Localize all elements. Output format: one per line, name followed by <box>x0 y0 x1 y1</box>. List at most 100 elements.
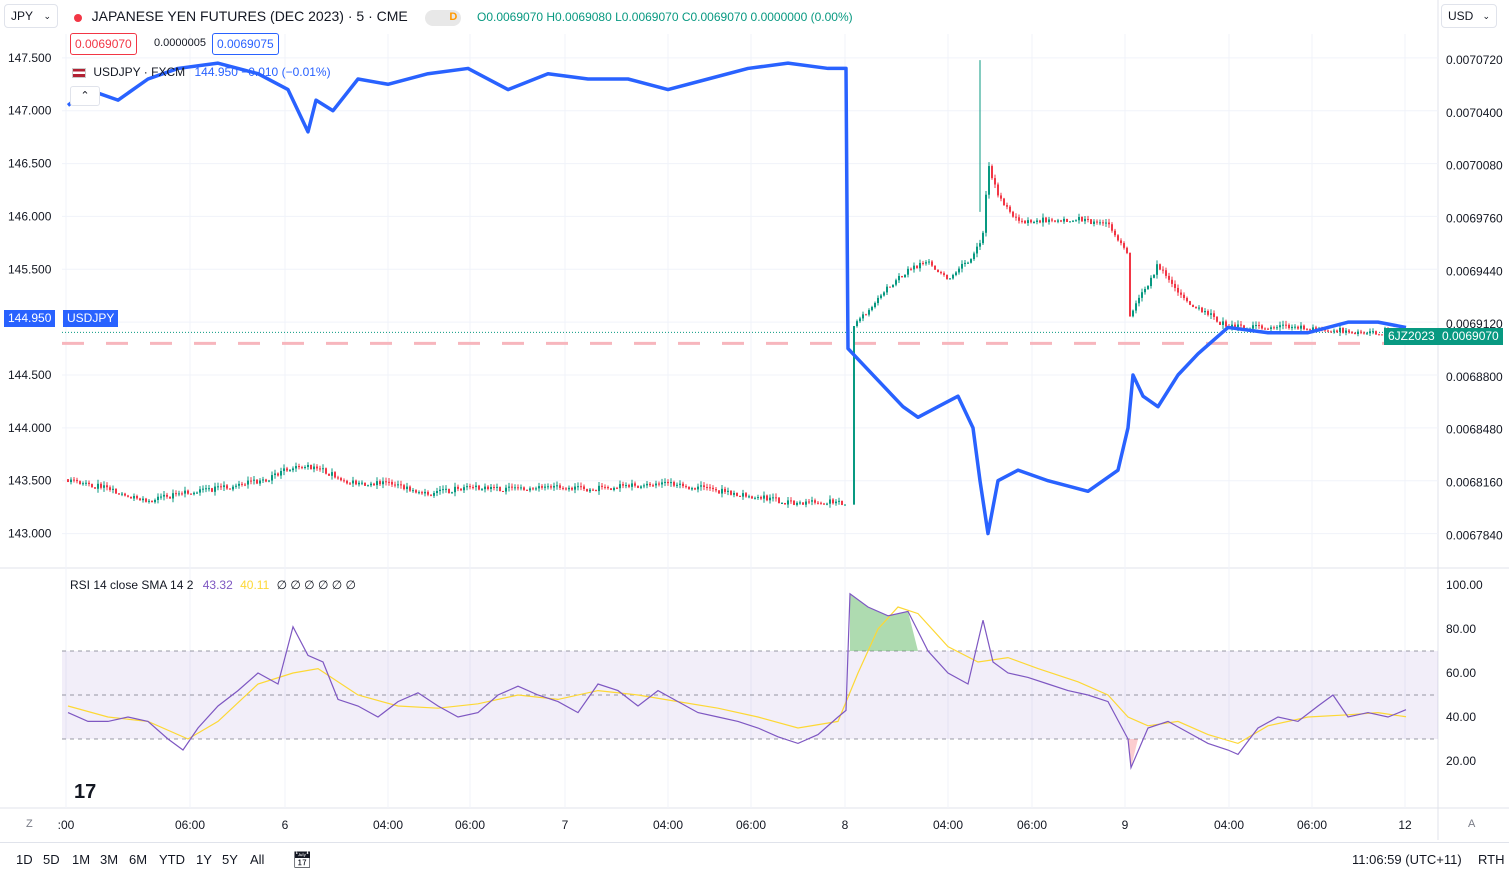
chart-legend: JAPANESE YEN FUTURES (DEC 2023) · 5 · CM… <box>74 8 853 26</box>
candle-body <box>970 259 972 263</box>
rsi-value: 43.32 <box>202 578 233 592</box>
candle-body <box>562 487 564 489</box>
candle-body <box>280 471 282 476</box>
candle-body <box>1060 220 1062 222</box>
candle-body <box>1030 220 1032 223</box>
candle-body <box>730 490 732 495</box>
candle-body <box>496 486 498 488</box>
candle-body <box>937 269 939 273</box>
overlay-legend: USDJPY · FXCM 144.950 −0.010 (−0.01%) <box>72 65 331 79</box>
candle-body <box>1093 221 1095 224</box>
candle-body <box>1018 217 1020 221</box>
range-button-3m[interactable]: 3M <box>100 852 119 867</box>
candle-body <box>1312 327 1314 331</box>
candle-body <box>985 194 987 233</box>
candle-body <box>157 496 159 500</box>
candle-body <box>85 482 87 484</box>
range-button-5y[interactable]: 5Y <box>222 852 238 867</box>
left-axis-tick: 147.000 <box>8 104 52 118</box>
candle-body <box>1192 304 1194 308</box>
candle-body <box>121 493 123 495</box>
candle-body <box>1180 292 1182 295</box>
candle-body <box>892 284 894 288</box>
calendar-range-icon[interactable]: 📅︎ <box>292 852 313 869</box>
currency-button[interactable]: USD ⌄ <box>1441 4 1497 28</box>
candle-body <box>1282 324 1284 326</box>
candle-body <box>1036 220 1038 223</box>
candle-body <box>1252 325 1254 329</box>
candle-body <box>811 500 813 502</box>
candle-body <box>775 497 777 499</box>
time-axis-label: 6 <box>282 818 289 832</box>
tradingview-logo: 17 <box>74 781 97 803</box>
candle-body <box>1132 310 1134 317</box>
candle-body <box>301 467 303 469</box>
auto-scale-button[interactable]: A <box>1468 818 1476 830</box>
overlay-value: 144.950 −0.010 (−0.01%) <box>194 65 331 79</box>
candle-body <box>727 490 729 492</box>
candle-body <box>784 503 786 505</box>
candle-body <box>664 481 666 483</box>
candle-body <box>166 494 168 497</box>
candle-body <box>652 485 654 487</box>
candle-body <box>1000 195 1002 199</box>
range-button-1m[interactable]: 1M <box>72 852 91 867</box>
candle-body <box>904 274 906 278</box>
candle-body <box>649 483 651 486</box>
candle-body <box>571 487 573 490</box>
candle-body <box>1150 277 1152 287</box>
range-button-6m[interactable]: 6M <box>129 852 148 867</box>
candle-body <box>469 486 471 488</box>
candle-body <box>1099 222 1101 224</box>
candle-body <box>631 483 633 487</box>
collapse-legend-button[interactable]: ⌃ <box>70 86 100 106</box>
candle-body <box>982 232 984 244</box>
candle-body <box>913 265 915 270</box>
range-button-5d[interactable]: 5D <box>43 852 60 867</box>
candle-body <box>1009 206 1011 212</box>
candle-body <box>235 485 237 487</box>
range-button-1y[interactable]: 1Y <box>196 852 212 867</box>
candle-body <box>106 485 108 488</box>
candle-body <box>856 321 858 327</box>
time-axis-label: 06:00 <box>455 818 485 832</box>
candle-body <box>205 488 207 490</box>
candle-body <box>673 482 675 486</box>
session-button[interactable]: RTH <box>1478 852 1505 867</box>
range-button-all[interactable]: All <box>250 852 265 867</box>
candle-body <box>1261 325 1263 329</box>
candle-body <box>262 479 264 481</box>
candle-body <box>916 265 918 269</box>
sell-button[interactable]: 0.0069070 <box>70 33 137 55</box>
candle-body <box>1378 334 1380 336</box>
candle-body <box>697 486 699 490</box>
candle-body <box>1084 218 1086 222</box>
candle-body <box>1222 321 1224 325</box>
candle-body <box>1117 235 1119 241</box>
candle-body <box>964 262 966 264</box>
timezone-button[interactable]: Z <box>26 818 33 830</box>
range-button-ytd[interactable]: YTD <box>159 852 185 867</box>
candle-body <box>481 489 483 491</box>
candle-body <box>1183 294 1185 298</box>
candle-body <box>1144 289 1146 293</box>
candle-body <box>778 497 780 504</box>
candle-body <box>991 166 993 179</box>
candle-body <box>415 490 417 493</box>
candle-body <box>748 496 750 498</box>
candle-body <box>898 276 900 281</box>
candle-body <box>1279 325 1281 328</box>
eye-toggle-icon[interactable]: D <box>425 9 462 26</box>
candle-body <box>883 292 885 296</box>
candle-body <box>601 485 603 487</box>
candle-body <box>1216 316 1218 322</box>
symbol-search-button[interactable]: JPY ⌄ <box>4 4 58 28</box>
range-button-1d[interactable]: 1D <box>16 852 33 867</box>
candle-body <box>178 493 180 495</box>
candle-body <box>1207 311 1209 315</box>
candle-body <box>1096 221 1098 223</box>
buy-button[interactable]: 0.0069075 <box>212 33 279 55</box>
time-axis-label: 06:00 <box>175 818 205 832</box>
candle-body <box>499 486 501 492</box>
